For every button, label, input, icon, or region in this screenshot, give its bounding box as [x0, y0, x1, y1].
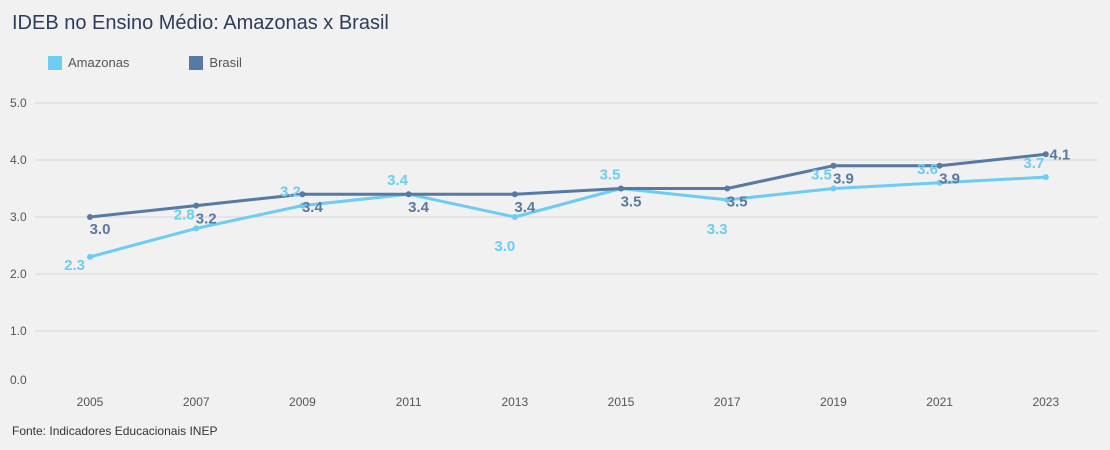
data-label-amazonas: 3.7	[1023, 155, 1044, 172]
data-label-amazonas: 2.3	[64, 257, 85, 274]
source-note: Fonte: Indicadores Educacionais INEP	[12, 424, 218, 438]
data-point	[936, 179, 943, 186]
data-point	[618, 185, 624, 192]
data-point	[724, 196, 731, 203]
legend-item-amazonas[interactable]: Amazonas	[48, 55, 129, 70]
data-point	[830, 162, 837, 169]
data-point	[193, 202, 200, 209]
x-tick-label: 2017	[714, 395, 741, 409]
y-tick-label: 1.0	[10, 324, 27, 338]
data-label-brasil: 3.4	[408, 199, 430, 216]
data-point	[193, 225, 200, 232]
legend-swatch-brasil	[189, 55, 204, 70]
legend-item-brasil[interactable]: Brasil	[189, 55, 242, 70]
x-tick-label: 2009	[289, 395, 316, 409]
x-tick-label: 2021	[926, 395, 953, 409]
legend-swatch-amazonas	[48, 55, 62, 70]
data-label-amazonas: 3.3	[707, 221, 728, 238]
data-label-amazonas: 3.6	[917, 161, 938, 178]
x-tick-label: 2011	[396, 395, 422, 409]
data-point	[299, 202, 306, 209]
series-line-amazonas	[89, 175, 1046, 259]
data-label-brasil: 3.9	[833, 171, 854, 188]
x-tick-label: 2005	[77, 395, 104, 409]
data-point	[1042, 174, 1049, 181]
legend: Amazonas Brasil	[48, 55, 242, 70]
chart-title: IDEB no Ensino Médio: Amazonas x Brasil	[12, 12, 389, 34]
legend-label-amazonas: Amazonas	[68, 55, 130, 70]
data-label-brasil: 3.4	[514, 199, 536, 216]
x-tick-label: 2023	[1032, 395, 1059, 409]
series-line-brasil	[89, 152, 1046, 219]
y-tick-label: 3.0	[10, 210, 27, 224]
data-label-brasil: 3.4	[302, 199, 324, 216]
data-point	[936, 162, 943, 169]
data-point	[405, 191, 412, 198]
y-tick-label: 0.0	[10, 373, 27, 387]
data-label-brasil: 3.5	[621, 194, 642, 211]
data-point	[511, 191, 518, 198]
data-label-brasil: 3.2	[196, 211, 217, 228]
data-label-brasil: 3.9	[939, 171, 960, 188]
legend-label-brasil: Brasil	[209, 55, 242, 70]
data-point	[299, 191, 306, 198]
data-label-amazonas: 2.8	[174, 206, 195, 223]
y-tick-label: 4.0	[10, 153, 27, 167]
data-label-brasil: 3.5	[727, 194, 748, 211]
data-label-amazonas: 3.4	[387, 172, 409, 189]
data-label-brasil: 4.1	[1049, 146, 1070, 163]
data-point	[87, 253, 93, 260]
x-tick-label: 2013	[501, 395, 528, 409]
data-label-amazonas: 3.5	[811, 167, 832, 184]
y-tick-label: 2.0	[10, 267, 27, 281]
x-tick-label: 2019	[820, 395, 847, 409]
data-point	[1042, 151, 1049, 158]
x-tick-label: 2015	[608, 395, 635, 409]
y-tick-label: 5.0	[10, 96, 27, 110]
data-point	[724, 185, 731, 192]
data-label-amazonas: 3.2	[280, 184, 301, 201]
data-label-amazonas: 3.0	[494, 238, 515, 255]
x-tick-label: 2007	[183, 395, 210, 409]
data-point	[830, 185, 837, 192]
data-label-amazonas: 3.5	[600, 167, 621, 184]
data-point	[87, 214, 93, 220]
data-point	[511, 214, 518, 220]
data-label-brasil: 3.0	[90, 221, 111, 238]
